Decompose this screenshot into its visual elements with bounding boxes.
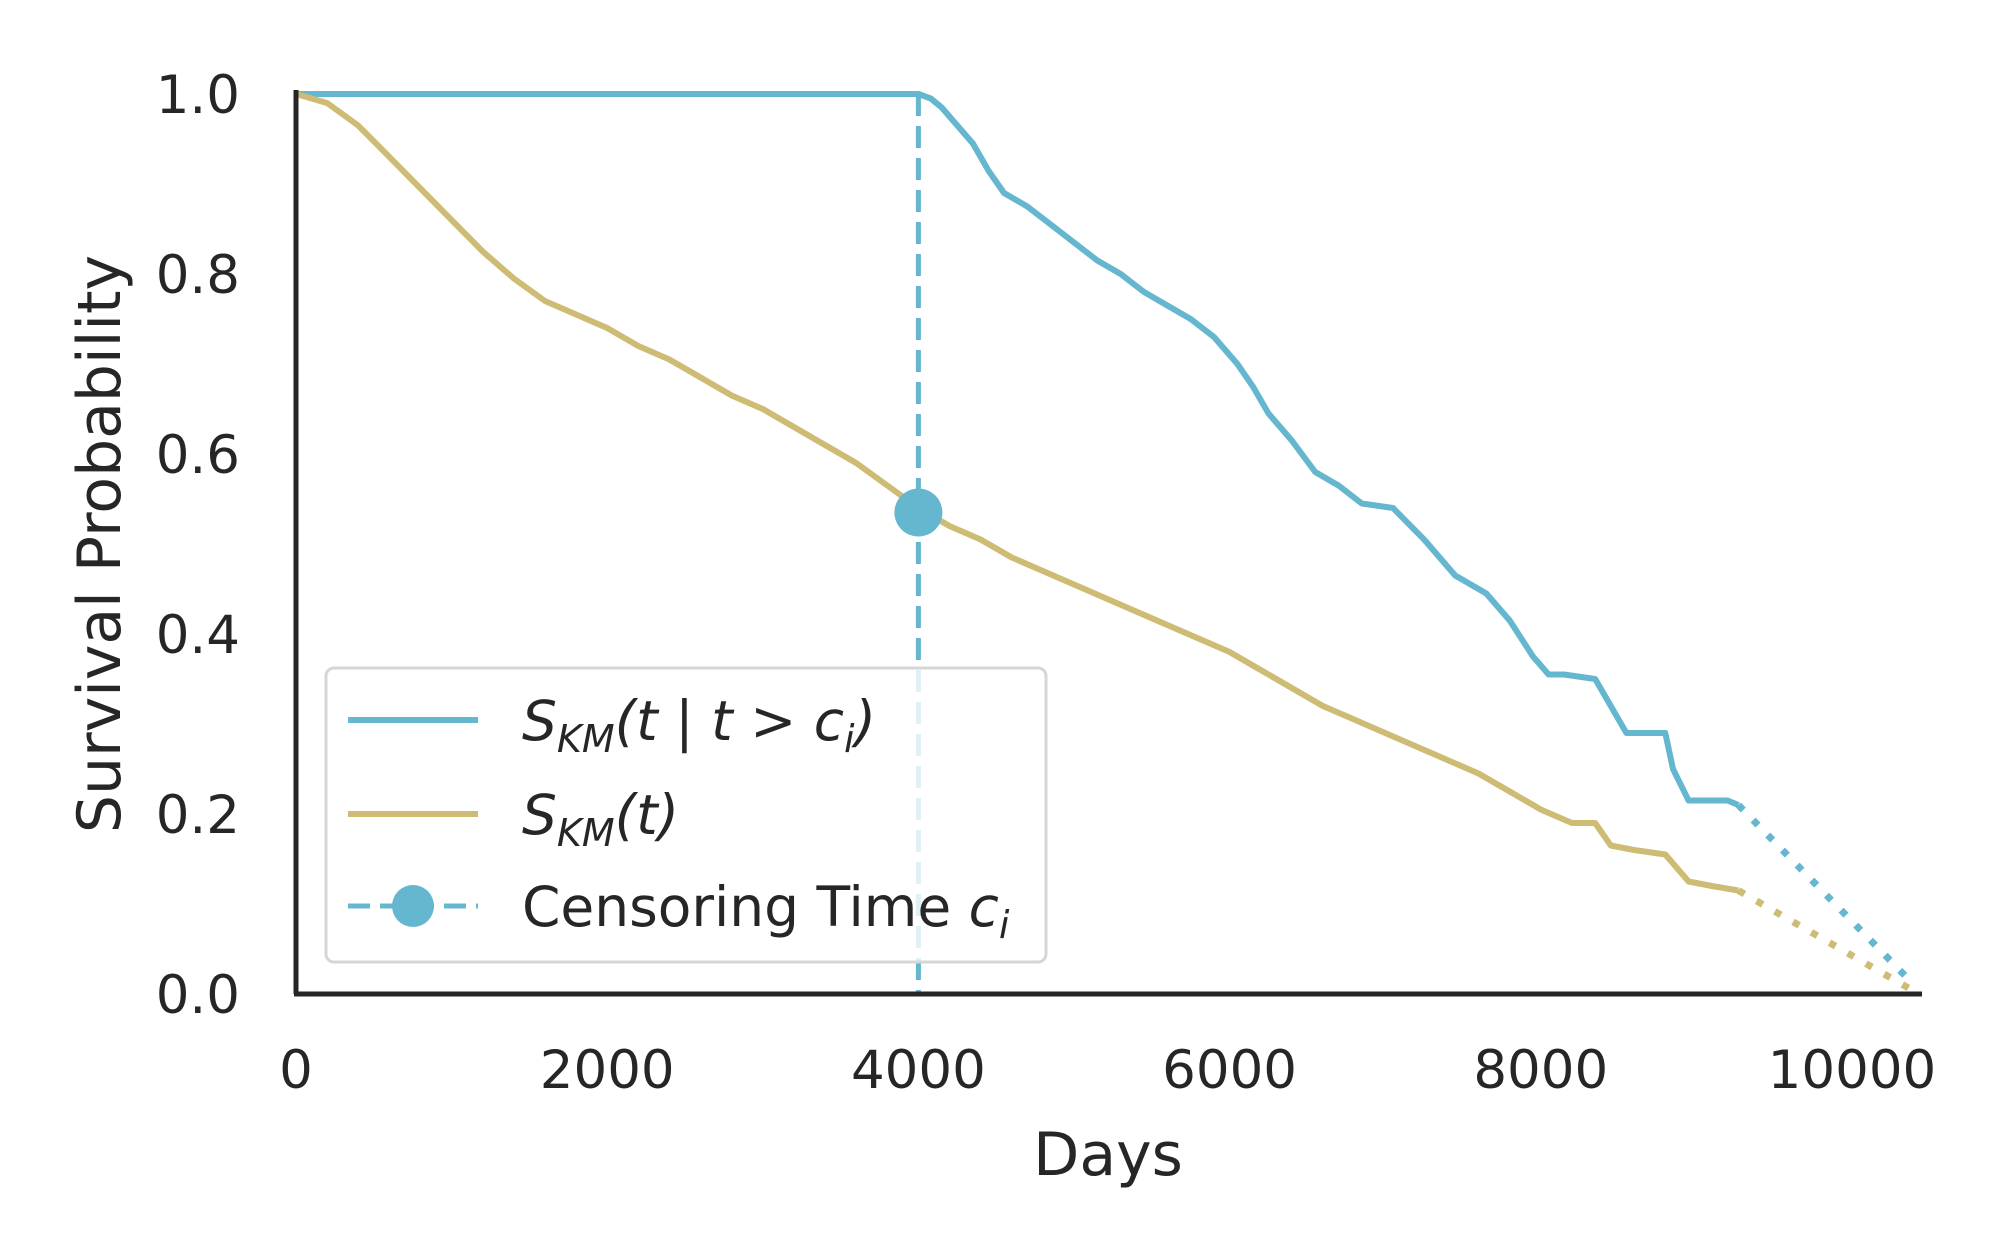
legend-label-marginal-args: (t) — [615, 783, 679, 847]
axes — [293, 90, 1922, 997]
legend-frame — [324, 666, 1048, 964]
legend-label-marginal-sub: KM — [557, 811, 615, 855]
legend-label-conditional-sub2: i — [844, 717, 855, 761]
y-tick-label: 0.2 — [156, 785, 240, 846]
legend-label-censoring: Censoring Time ci — [522, 875, 1010, 947]
y-tick-label: 1.0 — [156, 65, 240, 126]
x-tick-label: 10000 — [1768, 1040, 1937, 1101]
x-tick-label: 0 — [279, 1040, 313, 1101]
legend-label-conditional-sub: KM — [557, 717, 615, 761]
y-tick-labels: 0.0 0.2 0.4 0.6 0.8 1.0 — [156, 65, 240, 1026]
legend-label-conditional-close: ) — [851, 689, 876, 753]
y-tick-label: 0.0 — [156, 965, 240, 1026]
legend-label-conditional: SKM(t | t > ci) — [522, 689, 876, 761]
x-tick-label: 4000 — [851, 1040, 986, 1101]
extrapolation-line-marginal — [1736, 887, 1913, 993]
legend-label-censoring-sub: i — [999, 903, 1010, 947]
y-tick-label: 0.4 — [156, 605, 240, 666]
extrapolation-line-conditional — [1735, 802, 1917, 988]
y-axis-label: Survival Probability — [65, 255, 135, 833]
x-tick-labels: 0 2000 4000 6000 8000 10000 — [279, 1040, 1936, 1101]
y-tick-label: 0.8 — [156, 245, 240, 306]
x-tick-label: 8000 — [1473, 1040, 1608, 1101]
series-line-marginal — [295, 91, 1739, 894]
legend-label-conditional-main: S — [522, 689, 557, 753]
legend-label-marginal-main: S — [522, 783, 557, 847]
x-tick-label: 6000 — [1162, 1040, 1297, 1101]
x-tick-label: 2000 — [540, 1040, 675, 1101]
legend-label-censoring-math: c — [969, 875, 999, 939]
legend-label-marginal: SKM(t) — [522, 783, 679, 855]
legend-label-censoring-text: Censoring Time — [522, 875, 969, 939]
legend-label-conditional-args: (t | t > c — [615, 689, 844, 754]
censoring-marker — [894, 488, 943, 537]
legend-marker-censoring — [392, 885, 434, 927]
legend: SKM(t | t > ci) SKM(t) Censoring Time ci — [324, 666, 1048, 964]
y-tick-label: 0.6 — [156, 425, 240, 486]
series-line-conditional — [296, 91, 1740, 808]
x-axis-label: Days — [1033, 1120, 1183, 1190]
